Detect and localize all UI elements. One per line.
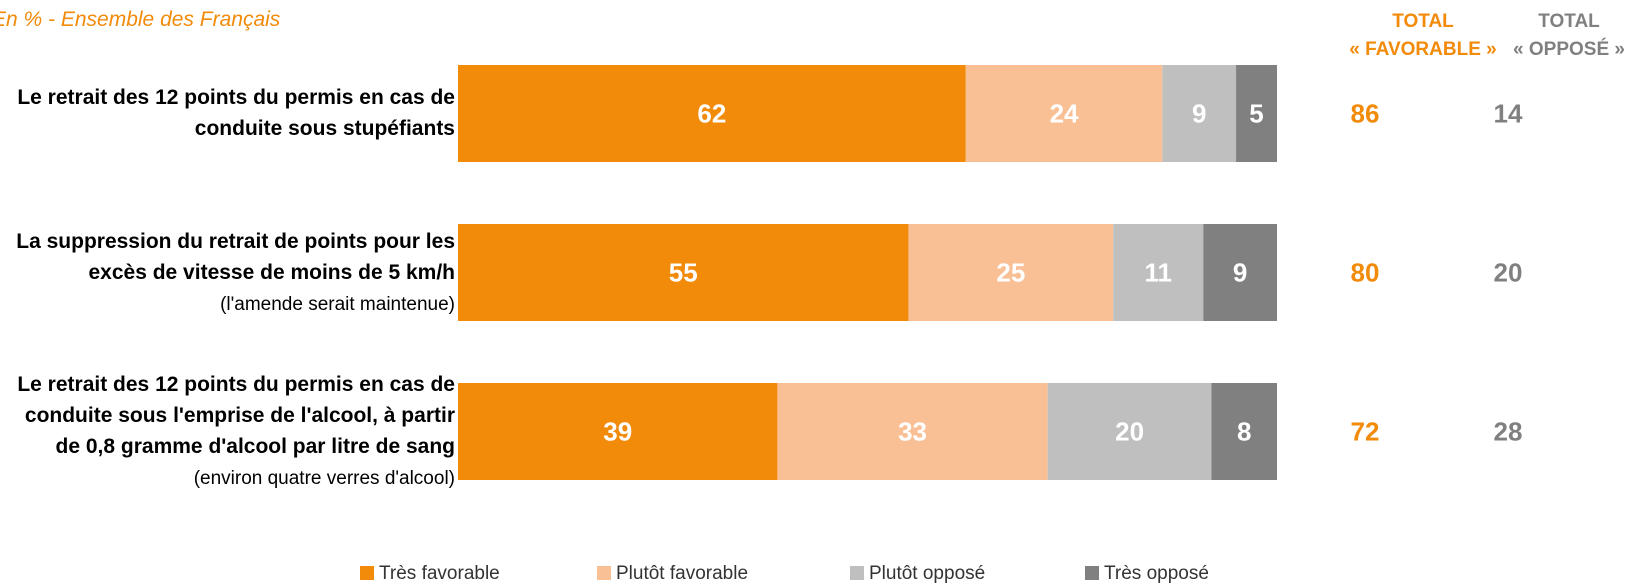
bar-segment-row1-series4 bbox=[1236, 65, 1277, 162]
row-label-2-bold: La suppression du retrait de points pour… bbox=[16, 230, 455, 284]
legend-item-4: Très opposé bbox=[1085, 562, 1209, 586]
total-oppose-header-line2: « OPPOSÉ » bbox=[1513, 39, 1625, 60]
bar-segment-row3-series2 bbox=[777, 383, 1048, 480]
total-oppose-header-line1: TOTAL bbox=[1538, 11, 1600, 32]
bar-segment-row2-series3 bbox=[1113, 224, 1204, 321]
total-oppose-row2: 20 bbox=[1494, 258, 1523, 288]
legend-swatch-2 bbox=[597, 566, 611, 580]
legend-label-2: Plutôt favorable bbox=[616, 563, 749, 584]
data-label-row1-series2: 24 bbox=[1050, 99, 1079, 129]
row-label-1-bold: Le retrait des 12 points du permis en ca… bbox=[17, 86, 455, 140]
data-label-row3-series4: 8 bbox=[1237, 417, 1251, 447]
legend-label-3: Plutôt opposé bbox=[869, 563, 986, 584]
legend-item-3: Plutôt opposé bbox=[850, 562, 985, 586]
legend-swatch-4 bbox=[1085, 566, 1099, 580]
data-label-row1-series4: 5 bbox=[1249, 99, 1263, 129]
total-favorable-row1: 86 bbox=[1351, 99, 1380, 129]
row-label-3: Le retrait des 12 points du permis en ca… bbox=[0, 369, 455, 494]
total-favorable-row2: 80 bbox=[1351, 258, 1380, 288]
bar-segment-row3-series4 bbox=[1211, 383, 1277, 480]
stacked-bar-chart: 62 24 9 5 86 14 55 25 11 9 80 20 39 33 20 8 72 28 bbox=[458, 65, 1523, 480]
total-oppose-row1: 14 bbox=[1494, 99, 1523, 129]
data-label-row3-series1: 39 bbox=[603, 417, 632, 447]
bar-segment-row1-series2 bbox=[965, 65, 1163, 162]
data-label-row3-series3: 20 bbox=[1115, 417, 1144, 447]
data-label-row1-series1: 62 bbox=[697, 99, 726, 129]
bar-segment-row2-series1 bbox=[458, 224, 909, 321]
row-label-1: Le retrait des 12 points du permis en ca… bbox=[0, 82, 455, 144]
bar-segment-row3-series3 bbox=[1047, 383, 1212, 480]
data-label-row3-series2: 33 bbox=[898, 417, 927, 447]
data-label-row2-series2: 25 bbox=[996, 258, 1025, 288]
data-label-row2-series1: 55 bbox=[669, 258, 698, 288]
legend-label-4: Très opposé bbox=[1104, 563, 1209, 584]
total-favorable-row3: 72 bbox=[1351, 417, 1380, 447]
row-label-2: La suppression du retrait de points pour… bbox=[0, 226, 455, 320]
data-label-row2-series4: 9 bbox=[1233, 258, 1247, 288]
bar-segment-row2-series2 bbox=[908, 224, 1114, 321]
total-favorable-header: TOTAL « FAVORABLE » bbox=[1338, 8, 1508, 64]
legend-item-1: Très favorable bbox=[360, 562, 500, 586]
bar-segment-row1-series1 bbox=[458, 65, 966, 162]
chart-legend: Très favorable Plutôt favorable Plutôt opp… bbox=[0, 562, 1634, 586]
total-oppose-row3: 28 bbox=[1494, 417, 1523, 447]
legend-swatch-1 bbox=[360, 566, 374, 580]
row-label-2-note: (l'amende serait maintenue) bbox=[220, 294, 455, 315]
bar-segment-row3-series1 bbox=[458, 383, 778, 480]
legend-label-1: Très favorable bbox=[379, 563, 500, 584]
bar-segment-row1-series3 bbox=[1162, 65, 1237, 162]
total-favorable-header-line1: TOTAL bbox=[1392, 11, 1454, 32]
legend-item-2: Plutôt favorable bbox=[597, 562, 748, 586]
legend-swatch-3 bbox=[850, 566, 864, 580]
row-label-3-note: (environ quatre verres d'alcool) bbox=[193, 468, 455, 489]
data-label-row2-series3: 11 bbox=[1144, 258, 1172, 288]
total-favorable-header-line2: « FAVORABLE » bbox=[1349, 39, 1497, 60]
bar-segment-row2-series4 bbox=[1203, 224, 1277, 321]
row-label-3-bold: Le retrait des 12 points du permis en ca… bbox=[17, 373, 455, 458]
total-oppose-header: TOTAL « OPPOSÉ » bbox=[1484, 8, 1634, 64]
chart-subtitle: En % - Ensemble des Français bbox=[0, 8, 281, 31]
data-label-row1-series3: 9 bbox=[1192, 99, 1206, 129]
